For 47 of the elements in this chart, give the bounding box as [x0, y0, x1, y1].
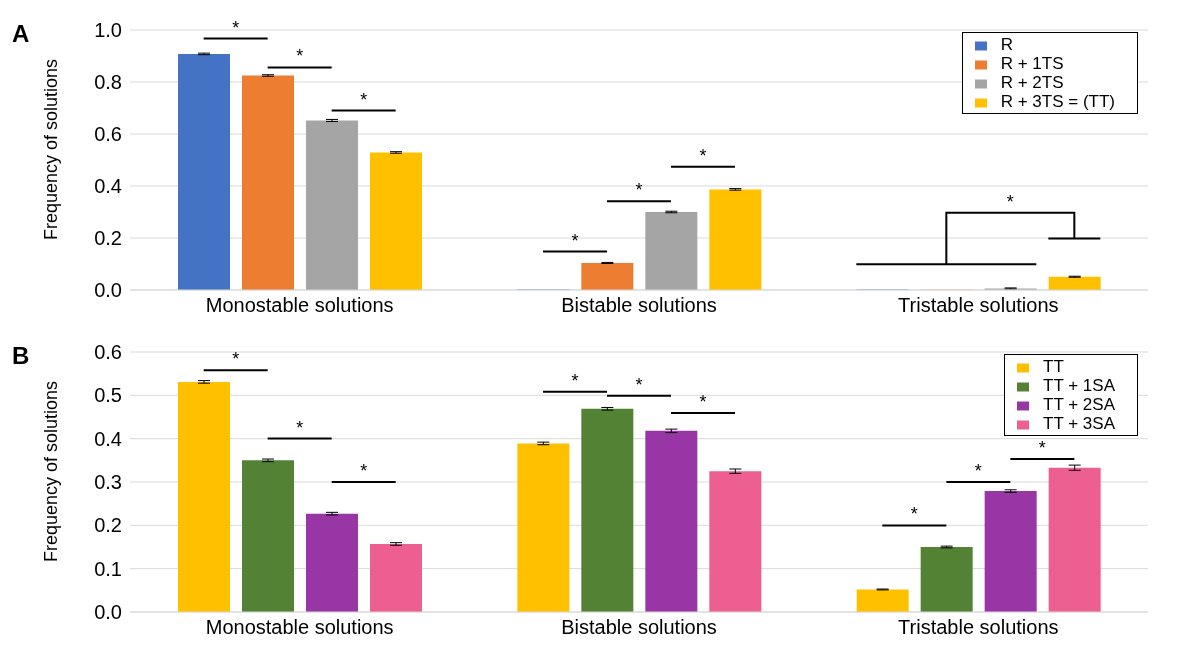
chart-title: A	[12, 20, 30, 47]
x-tick-label: Tristable solutions	[898, 294, 1059, 317]
legend-label: TT + 3SA	[1043, 414, 1115, 433]
annotation: *	[571, 370, 579, 391]
legend-label: TT + 2SA	[1043, 395, 1115, 414]
annotation: *	[910, 504, 918, 525]
y-tick-label: 0.6	[94, 341, 122, 364]
y-axis-title: Frequency of solutions	[41, 58, 62, 240]
y-tick-label: 0.2	[94, 227, 122, 250]
y-tick-label: 0.3	[94, 471, 122, 494]
legend-label: TT	[1043, 357, 1064, 376]
annotation: *	[232, 349, 240, 370]
annotation: *	[699, 145, 707, 166]
chart-title: B	[12, 342, 30, 369]
y-tick-label: 0.6	[94, 123, 122, 146]
legend-label: TT + 1SA	[1043, 376, 1115, 395]
annotation: *	[635, 374, 643, 395]
y-tick-label: 0.5	[94, 384, 122, 407]
legend-label: R + 2TS	[1000, 73, 1064, 92]
x-tick-label: Monostable solutions	[205, 616, 394, 639]
annotation: *	[232, 17, 240, 38]
y-tick-label: 0.1	[94, 557, 122, 580]
legend-label: R + 1TS	[1000, 54, 1064, 73]
annotation: *	[360, 89, 368, 110]
y-tick-label: 0.2	[94, 514, 122, 537]
y-tick-label: 0.4	[94, 427, 122, 450]
annotation: *	[699, 392, 707, 413]
legend-label: R + 3TS = (TT)	[1000, 92, 1115, 111]
x-tick-label: Tristable solutions	[898, 616, 1059, 639]
annotation: *	[974, 461, 982, 481]
annotation: *	[635, 180, 643, 201]
legend-label: R	[1000, 35, 1013, 54]
x-tick-label: Monostable solutions	[205, 294, 394, 317]
annotation: *	[1006, 191, 1014, 212]
y-axis-title: Frequency of solutions	[41, 380, 62, 562]
annotation: *	[296, 417, 304, 438]
annotation: *	[571, 230, 579, 251]
annotation: *	[1038, 438, 1046, 459]
y-tick-label: 0.0	[94, 279, 122, 302]
x-tick-label: Bistable solutions	[561, 616, 717, 639]
y-tick-label: 1.0	[94, 19, 122, 42]
y-tick-label: 0.4	[94, 175, 122, 198]
y-tick-label: 0.8	[94, 71, 122, 94]
y-tick-label: 0.0	[94, 601, 122, 624]
annotation: *	[360, 461, 368, 481]
x-tick-label: Bistable solutions	[561, 294, 717, 317]
annotation: *	[296, 46, 304, 67]
